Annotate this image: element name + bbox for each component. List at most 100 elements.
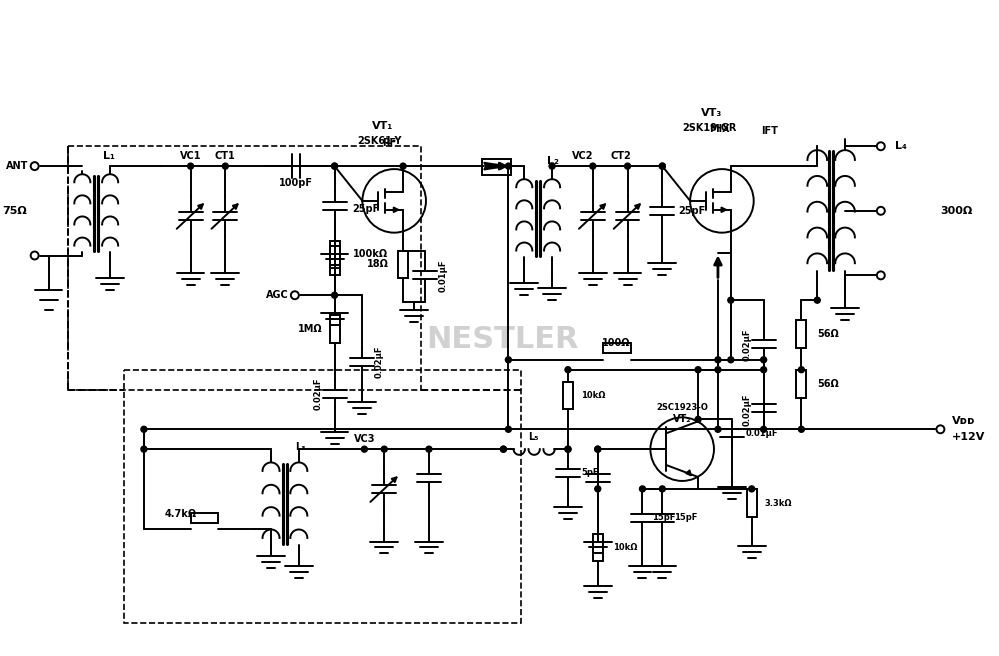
Circle shape [500, 446, 506, 452]
Bar [602, 343, 630, 353]
Circle shape [332, 163, 338, 169]
Circle shape [362, 446, 368, 452]
Circle shape [748, 486, 754, 492]
Bar [330, 245, 340, 276]
Circle shape [594, 446, 600, 452]
Circle shape [659, 163, 665, 169]
Text: VT₁: VT₁ [372, 121, 393, 131]
Text: 10kΩ: 10kΩ [580, 391, 605, 400]
Text: 0.02µF: 0.02µF [742, 329, 751, 361]
Text: VC1: VC1 [180, 151, 202, 161]
Text: 2SC1923-O: 2SC1923-O [656, 403, 708, 412]
Circle shape [695, 417, 701, 422]
Circle shape [500, 446, 506, 452]
Bar [330, 241, 340, 268]
Text: 5pF: 5pF [580, 468, 598, 478]
Text: VT₂: VT₂ [673, 415, 691, 424]
Circle shape [798, 426, 804, 432]
Bar [330, 315, 340, 343]
Circle shape [141, 446, 147, 452]
Text: CT2: CT2 [610, 151, 631, 161]
Circle shape [565, 367, 571, 373]
Text: +12V: +12V [952, 432, 986, 442]
Text: 56Ω: 56Ω [817, 329, 839, 339]
Text: 1MΩ: 1MΩ [298, 324, 323, 334]
Circle shape [505, 357, 511, 363]
Text: 18Ω: 18Ω [368, 259, 390, 270]
Bar [563, 382, 573, 409]
Circle shape [760, 357, 766, 363]
Circle shape [877, 272, 885, 279]
Circle shape [332, 163, 338, 169]
Text: L₄: L₄ [895, 141, 907, 152]
Circle shape [332, 292, 338, 298]
Bar [796, 320, 806, 348]
Bar [592, 533, 602, 562]
Text: L₃: L₃ [296, 442, 306, 452]
Text: 4.7kΩ: 4.7kΩ [165, 508, 197, 519]
Circle shape [505, 426, 511, 432]
Bar [796, 370, 806, 398]
Circle shape [715, 367, 721, 373]
Text: RF: RF [383, 138, 397, 148]
Circle shape [715, 357, 721, 363]
Circle shape [426, 446, 432, 452]
Text: 10kΩ: 10kΩ [612, 543, 637, 552]
Circle shape [798, 367, 804, 373]
Circle shape [659, 486, 665, 492]
Bar [399, 251, 408, 278]
Text: 2SK19-GR: 2SK19-GR [681, 123, 736, 133]
Text: L₅: L₅ [527, 432, 538, 442]
Circle shape [594, 486, 600, 492]
Text: VC2: VC2 [572, 151, 593, 161]
Text: Vᴅᴅ: Vᴅᴅ [952, 417, 976, 426]
Text: 100kΩ: 100kΩ [353, 249, 388, 258]
Text: 2SK61-Y: 2SK61-Y [357, 136, 402, 146]
Text: IFT: IFT [761, 127, 778, 136]
Circle shape [565, 446, 571, 452]
Text: VT₃: VT₃ [701, 108, 722, 119]
Circle shape [141, 426, 147, 432]
Circle shape [188, 163, 194, 169]
Circle shape [728, 357, 734, 363]
Circle shape [695, 367, 701, 373]
Bar [191, 513, 219, 523]
Circle shape [565, 446, 571, 452]
Circle shape [31, 251, 39, 260]
Circle shape [223, 163, 229, 169]
Text: 100Ω: 100Ω [602, 338, 631, 348]
Circle shape [814, 297, 820, 303]
Text: NESTLER: NESTLER [427, 325, 578, 354]
Circle shape [715, 426, 721, 432]
Text: 15pF: 15pF [652, 513, 675, 522]
Text: 0.02µF: 0.02µF [742, 393, 751, 426]
Circle shape [589, 163, 595, 169]
Circle shape [760, 367, 766, 373]
Circle shape [624, 163, 630, 169]
Text: 25pF: 25pF [353, 204, 380, 214]
Text: 0.02µF: 0.02µF [375, 346, 384, 378]
Bar [746, 489, 756, 517]
Text: CT1: CT1 [215, 151, 236, 161]
Circle shape [659, 163, 665, 169]
Text: 3.3kΩ: 3.3kΩ [764, 499, 792, 508]
Circle shape [549, 163, 555, 169]
Circle shape [291, 291, 299, 299]
Text: 100pF: 100pF [279, 178, 313, 188]
Circle shape [936, 425, 944, 433]
Text: 0.01µF: 0.01µF [439, 259, 448, 292]
Text: AGC: AGC [266, 290, 289, 300]
Text: 300Ω: 300Ω [940, 206, 973, 216]
Text: 56Ω: 56Ω [817, 379, 839, 388]
Circle shape [400, 163, 406, 169]
Text: 25pF: 25pF [678, 206, 705, 216]
Text: L₂: L₂ [547, 156, 559, 166]
Text: MIX: MIX [709, 125, 730, 134]
Circle shape [382, 446, 388, 452]
Text: 75Ω: 75Ω [2, 206, 27, 216]
Text: ANT: ANT [6, 161, 29, 171]
Text: 0.02µF: 0.02µF [314, 377, 323, 410]
Circle shape [505, 163, 511, 169]
Circle shape [639, 486, 645, 492]
Text: VC3: VC3 [354, 434, 376, 444]
